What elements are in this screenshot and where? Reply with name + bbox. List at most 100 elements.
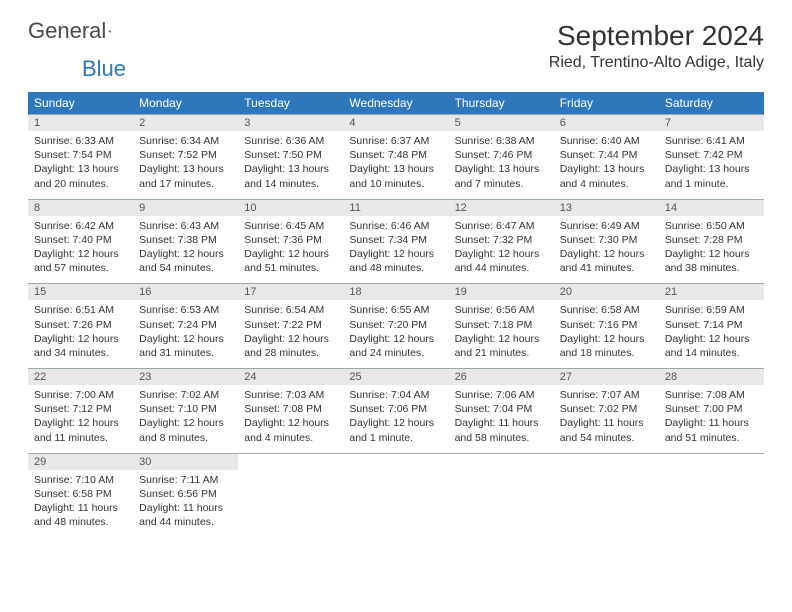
day-body: Sunrise: 7:11 AMSunset: 6:56 PMDaylight:…: [133, 470, 238, 538]
calendar-week: 1Sunrise: 6:33 AMSunset: 7:54 PMDaylight…: [28, 115, 764, 200]
day-body: Sunrise: 7:07 AMSunset: 7:02 PMDaylight:…: [554, 385, 659, 453]
title-block: September 2024 Ried, Trentino-Alto Adige…: [549, 20, 764, 72]
day-number: 29: [28, 454, 133, 470]
day-number: 24: [238, 369, 343, 385]
day-body: Sunrise: 6:38 AMSunset: 7:46 PMDaylight:…: [449, 131, 554, 199]
day-body: Sunrise: 6:54 AMSunset: 7:22 PMDaylight:…: [238, 300, 343, 368]
dow-thu: Thursday: [449, 92, 554, 115]
brand-name-2: Blue: [82, 56, 126, 81]
day-number: 10: [238, 200, 343, 216]
calendar-cell: 27Sunrise: 7:07 AMSunset: 7:02 PMDayligh…: [554, 369, 659, 454]
day-body: Sunrise: 6:59 AMSunset: 7:14 PMDaylight:…: [659, 300, 764, 368]
calendar-cell: 22Sunrise: 7:00 AMSunset: 7:12 PMDayligh…: [28, 369, 133, 454]
calendar-cell: 17Sunrise: 6:54 AMSunset: 7:22 PMDayligh…: [238, 284, 343, 369]
calendar-week: 15Sunrise: 6:51 AMSunset: 7:26 PMDayligh…: [28, 284, 764, 369]
day-body: Sunrise: 6:34 AMSunset: 7:52 PMDaylight:…: [133, 131, 238, 199]
day-body: Sunrise: 6:45 AMSunset: 7:36 PMDaylight:…: [238, 216, 343, 284]
day-body: Sunrise: 6:36 AMSunset: 7:50 PMDaylight:…: [238, 131, 343, 199]
day-number: 3: [238, 115, 343, 131]
day-body: Sunrise: 7:03 AMSunset: 7:08 PMDaylight:…: [238, 385, 343, 453]
day-number: 19: [449, 284, 554, 300]
calendar-cell: 9Sunrise: 6:43 AMSunset: 7:38 PMDaylight…: [133, 199, 238, 284]
day-number: 8: [28, 200, 133, 216]
calendar-cell: 2Sunrise: 6:34 AMSunset: 7:52 PMDaylight…: [133, 115, 238, 200]
day-number: 16: [133, 284, 238, 300]
calendar-week: 8Sunrise: 6:42 AMSunset: 7:40 PMDaylight…: [28, 199, 764, 284]
day-number: 27: [554, 369, 659, 385]
calendar-cell: 3Sunrise: 6:36 AMSunset: 7:50 PMDaylight…: [238, 115, 343, 200]
calendar-cell: .: [554, 453, 659, 537]
day-body: Sunrise: 6:50 AMSunset: 7:28 PMDaylight:…: [659, 216, 764, 284]
day-number: 28: [659, 369, 764, 385]
day-body: Sunrise: 7:06 AMSunset: 7:04 PMDaylight:…: [449, 385, 554, 453]
day-body: Sunrise: 7:04 AMSunset: 7:06 PMDaylight:…: [343, 385, 448, 453]
dow-tue: Tuesday: [238, 92, 343, 115]
calendar-cell: 28Sunrise: 7:08 AMSunset: 7:00 PMDayligh…: [659, 369, 764, 454]
day-number: 26: [449, 369, 554, 385]
brand-name-1: General: [28, 20, 106, 42]
day-number: 11: [343, 200, 448, 216]
calendar-cell: 20Sunrise: 6:58 AMSunset: 7:16 PMDayligh…: [554, 284, 659, 369]
calendar-cell: 16Sunrise: 6:53 AMSunset: 7:24 PMDayligh…: [133, 284, 238, 369]
logo-sail-icon: [108, 23, 111, 39]
calendar-cell: .: [449, 453, 554, 537]
calendar-cell: 21Sunrise: 6:59 AMSunset: 7:14 PMDayligh…: [659, 284, 764, 369]
day-body: Sunrise: 7:08 AMSunset: 7:00 PMDaylight:…: [659, 385, 764, 453]
day-number: 20: [554, 284, 659, 300]
day-body: Sunrise: 6:51 AMSunset: 7:26 PMDaylight:…: [28, 300, 133, 368]
day-number: 17: [238, 284, 343, 300]
day-body: Sunrise: 6:55 AMSunset: 7:20 PMDaylight:…: [343, 300, 448, 368]
calendar-cell: 12Sunrise: 6:47 AMSunset: 7:32 PMDayligh…: [449, 199, 554, 284]
calendar-cell: .: [343, 453, 448, 537]
calendar-week: 29Sunrise: 7:10 AMSunset: 6:58 PMDayligh…: [28, 453, 764, 537]
day-body: Sunrise: 6:33 AMSunset: 7:54 PMDaylight:…: [28, 131, 133, 199]
day-body: Sunrise: 6:53 AMSunset: 7:24 PMDaylight:…: [133, 300, 238, 368]
calendar-cell: 24Sunrise: 7:03 AMSunset: 7:08 PMDayligh…: [238, 369, 343, 454]
day-number: 2: [133, 115, 238, 131]
day-number: 6: [554, 115, 659, 131]
day-number: 7: [659, 115, 764, 131]
calendar-cell: 10Sunrise: 6:45 AMSunset: 7:36 PMDayligh…: [238, 199, 343, 284]
day-body: Sunrise: 7:02 AMSunset: 7:10 PMDaylight:…: [133, 385, 238, 453]
day-body: Sunrise: 6:56 AMSunset: 7:18 PMDaylight:…: [449, 300, 554, 368]
calendar-cell: 8Sunrise: 6:42 AMSunset: 7:40 PMDaylight…: [28, 199, 133, 284]
day-body: Sunrise: 6:46 AMSunset: 7:34 PMDaylight:…: [343, 216, 448, 284]
calendar-cell: 7Sunrise: 6:41 AMSunset: 7:42 PMDaylight…: [659, 115, 764, 200]
day-number: 14: [659, 200, 764, 216]
calendar-cell: 4Sunrise: 6:37 AMSunset: 7:48 PMDaylight…: [343, 115, 448, 200]
calendar-cell: 30Sunrise: 7:11 AMSunset: 6:56 PMDayligh…: [133, 453, 238, 537]
day-body: Sunrise: 6:37 AMSunset: 7:48 PMDaylight:…: [343, 131, 448, 199]
calendar-cell: 19Sunrise: 6:56 AMSunset: 7:18 PMDayligh…: [449, 284, 554, 369]
day-body: Sunrise: 6:41 AMSunset: 7:42 PMDaylight:…: [659, 131, 764, 199]
day-number: 4: [343, 115, 448, 131]
brand-logo: General: [28, 20, 130, 42]
day-number: 5: [449, 115, 554, 131]
calendar-cell: .: [238, 453, 343, 537]
day-number: 22: [28, 369, 133, 385]
day-number: 12: [449, 200, 554, 216]
day-number: 23: [133, 369, 238, 385]
month-title: September 2024: [549, 20, 764, 52]
dow-wed: Wednesday: [343, 92, 448, 115]
calendar-cell: 25Sunrise: 7:04 AMSunset: 7:06 PMDayligh…: [343, 369, 448, 454]
calendar-table: Sunday Monday Tuesday Wednesday Thursday…: [28, 92, 764, 537]
calendar-cell: 18Sunrise: 6:55 AMSunset: 7:20 PMDayligh…: [343, 284, 448, 369]
location: Ried, Trentino-Alto Adige, Italy: [549, 54, 764, 72]
day-number: 21: [659, 284, 764, 300]
calendar-cell: 1Sunrise: 6:33 AMSunset: 7:54 PMDaylight…: [28, 115, 133, 200]
dow-sat: Saturday: [659, 92, 764, 115]
day-number: 1: [28, 115, 133, 131]
dow-sun: Sunday: [28, 92, 133, 115]
day-number: 13: [554, 200, 659, 216]
day-body: Sunrise: 7:00 AMSunset: 7:12 PMDaylight:…: [28, 385, 133, 453]
calendar-cell: 14Sunrise: 6:50 AMSunset: 7:28 PMDayligh…: [659, 199, 764, 284]
day-of-week-row: Sunday Monday Tuesday Wednesday Thursday…: [28, 92, 764, 115]
calendar-cell: 13Sunrise: 6:49 AMSunset: 7:30 PMDayligh…: [554, 199, 659, 284]
calendar-cell: 29Sunrise: 7:10 AMSunset: 6:58 PMDayligh…: [28, 453, 133, 537]
day-number: 9: [133, 200, 238, 216]
calendar-cell: 5Sunrise: 6:38 AMSunset: 7:46 PMDaylight…: [449, 115, 554, 200]
calendar-cell: 11Sunrise: 6:46 AMSunset: 7:34 PMDayligh…: [343, 199, 448, 284]
day-body: Sunrise: 6:58 AMSunset: 7:16 PMDaylight:…: [554, 300, 659, 368]
day-body: Sunrise: 6:42 AMSunset: 7:40 PMDaylight:…: [28, 216, 133, 284]
calendar-cell: 15Sunrise: 6:51 AMSunset: 7:26 PMDayligh…: [28, 284, 133, 369]
